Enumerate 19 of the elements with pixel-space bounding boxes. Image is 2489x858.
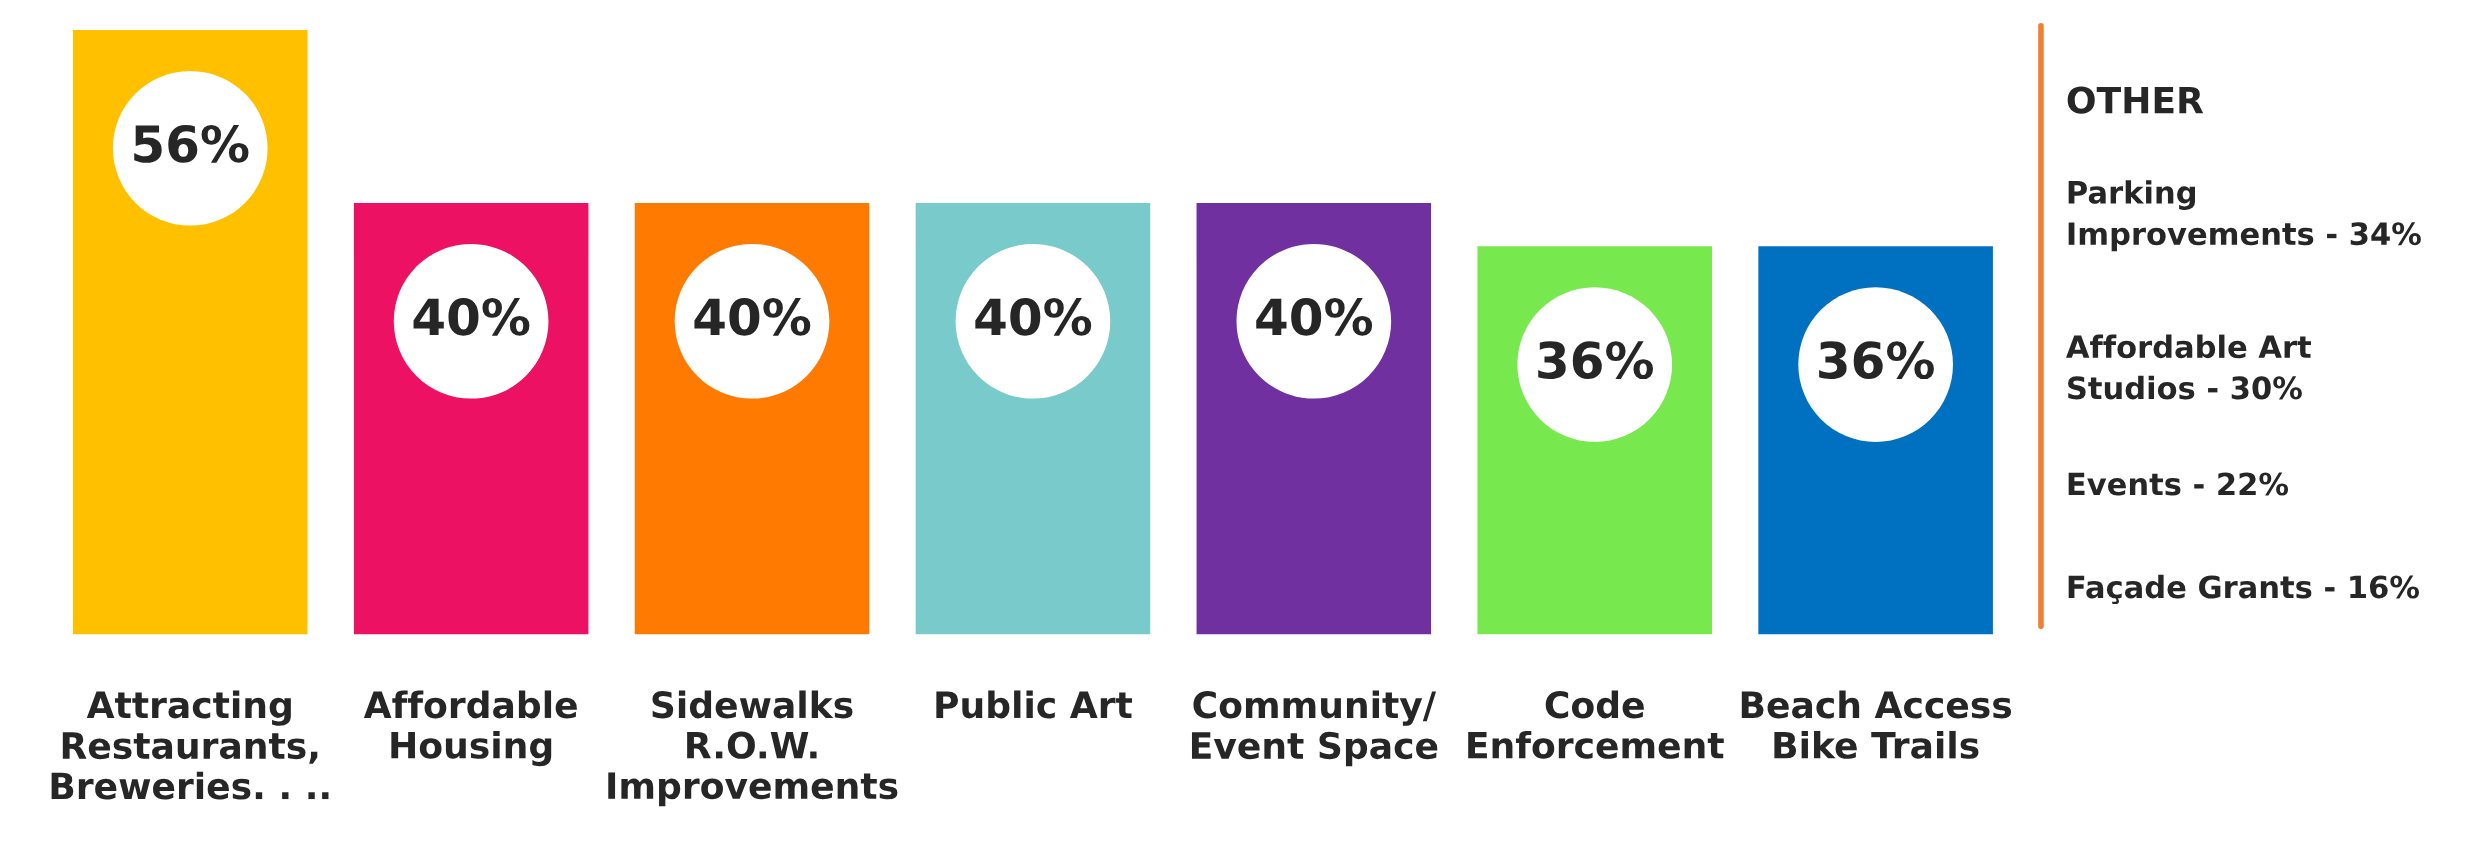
text: OTHER bbox=[2067, 86, 2204, 114]
x-tick-label: Attracting Restaurants, Breweries. . .. bbox=[51, 690, 329, 800]
data-label: 56% bbox=[134, 124, 249, 163]
x-tick-label: Affordable Housing bbox=[363, 690, 577, 767]
text: Façade Grants - 16% bbox=[2068, 574, 2419, 605]
text: Events - 22% bbox=[2068, 472, 2289, 496]
data-label: 36% bbox=[1819, 341, 1934, 380]
x-tick-label: Code Enforcement bbox=[1468, 690, 1724, 759]
x-tick-label: Community/ Event Space bbox=[1191, 690, 1438, 767]
x-tick-label: Beach Access Bike Trails bbox=[1741, 690, 2012, 759]
data-label: 36% bbox=[1538, 341, 1653, 380]
x-tick-label: Sidewalks R.O.W. Improvements bbox=[608, 690, 898, 807]
data-label: 40% bbox=[413, 297, 530, 336]
text: Parking Improvements - 34% bbox=[2068, 180, 2421, 252]
data-label: 40% bbox=[694, 297, 811, 336]
text: Affordable Art Studios - 30% bbox=[2066, 334, 2311, 400]
data-label: 40% bbox=[975, 297, 1092, 336]
x-tick-label: Public Art bbox=[936, 690, 1132, 719]
data-label: 40% bbox=[1256, 297, 1373, 336]
